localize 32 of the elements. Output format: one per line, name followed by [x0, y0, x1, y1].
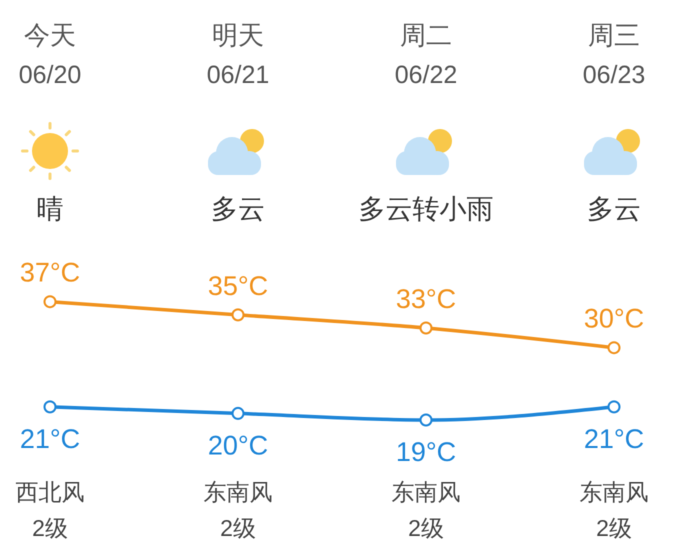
x-tick-label: 明天 06/21 [206, 20, 270, 89]
text: 多云 [211, 194, 265, 224]
point [44, 400, 56, 414]
x-tick-label: 今天 06/20 [18, 20, 82, 89]
x-tick-label: 周二 06/22 [394, 20, 458, 89]
data-label: 20°C [208, 430, 268, 460]
text: 东南风 [392, 479, 460, 505]
point [232, 406, 244, 420]
text: 2级 [408, 515, 444, 541]
data-label: 33°C [396, 284, 456, 314]
point [420, 414, 432, 426]
text: 晴 [36, 194, 64, 224]
data-label: 21°C [584, 424, 644, 454]
text: 东南风 [580, 479, 648, 505]
point [608, 400, 620, 414]
text: 东南风 [204, 479, 272, 505]
data-label: 19°C [396, 437, 456, 467]
text: 多云转小雨 [358, 194, 494, 224]
text: 2级 [32, 515, 68, 541]
data-label: 37°C [20, 258, 80, 288]
text: 2级 [220, 515, 256, 541]
point [608, 341, 620, 354]
x-tick-label: 周三 06/23 [582, 20, 646, 89]
data-label: 35°C [208, 270, 268, 301]
point [232, 308, 244, 322]
text: 多云 [587, 194, 641, 224]
data-label: 21°C [20, 424, 80, 454]
text: 2级 [596, 515, 632, 541]
point [420, 321, 432, 334]
point [44, 295, 56, 308]
data-label: 30°C [584, 304, 644, 334]
text: 西北风 [16, 479, 84, 505]
